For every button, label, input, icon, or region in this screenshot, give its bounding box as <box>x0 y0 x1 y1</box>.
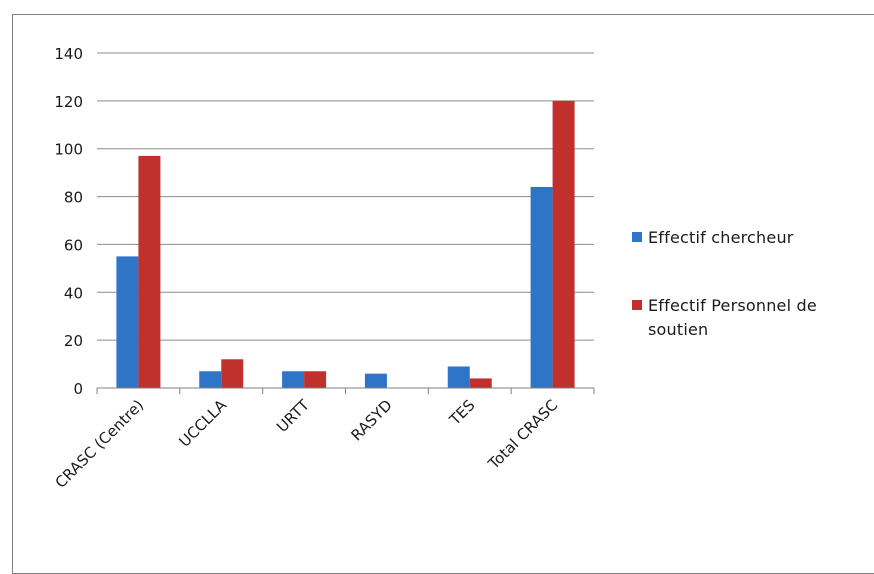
x-axis <box>96 387 595 394</box>
bar-series-1 <box>199 371 222 388</box>
y-tick-label: 100 <box>54 141 83 159</box>
x-tick-label: UCCLLA <box>175 396 230 451</box>
bar-series-2 <box>221 359 244 388</box>
x-tick-label: CRASC (Centre) <box>52 396 148 492</box>
bar-series-2 <box>304 371 327 388</box>
bar-series-2 <box>469 378 492 388</box>
y-tick-label: 120 <box>54 93 83 111</box>
bar-series-1 <box>364 373 387 388</box>
bars <box>116 100 575 388</box>
legend-item-series-2: Effectif Personnel de soutien <box>632 294 868 342</box>
legend: Effectif chercheur Effectif Personnel de… <box>632 226 868 386</box>
legend-item-series-1: Effectif chercheur <box>632 226 868 250</box>
y-tick-label: 60 <box>64 236 83 254</box>
bar-series-2 <box>138 155 161 388</box>
legend-swatch-series-1 <box>632 232 642 242</box>
x-axis-category-labels: CRASC (Centre) UCCLLA URTT RASYD TES Total CR… <box>52 396 562 492</box>
x-tick-label: URTT <box>273 396 313 436</box>
gridlines <box>97 52 594 389</box>
x-tick-label: Total CRASC <box>484 396 561 473</box>
y-tick-label: 140 <box>54 45 83 63</box>
bar-series-1 <box>530 187 553 388</box>
y-tick-label: 40 <box>64 284 83 302</box>
x-tick-label: TES <box>445 396 478 429</box>
bar-series-2 <box>552 100 575 388</box>
bar-series-1 <box>447 366 470 388</box>
legend-label-series-2: Effectif Personnel de soutien <box>648 296 817 339</box>
y-axis-tick-labels: 0 20 40 60 80 100 120 140 <box>54 45 83 398</box>
x-tick-label: RASYD <box>347 396 395 444</box>
bar-chart: 0 20 40 60 80 100 120 140 CRASC (Centre) UCCLLA U… <box>52 45 595 492</box>
y-tick-label: 0 <box>73 380 83 398</box>
bar-series-1 <box>116 256 139 388</box>
legend-label-series-1: Effectif chercheur <box>648 228 794 247</box>
y-tick-label: 20 <box>64 332 83 350</box>
y-tick-label: 80 <box>64 189 83 207</box>
legend-swatch-series-2 <box>632 300 642 310</box>
bar-series-1 <box>282 371 305 388</box>
